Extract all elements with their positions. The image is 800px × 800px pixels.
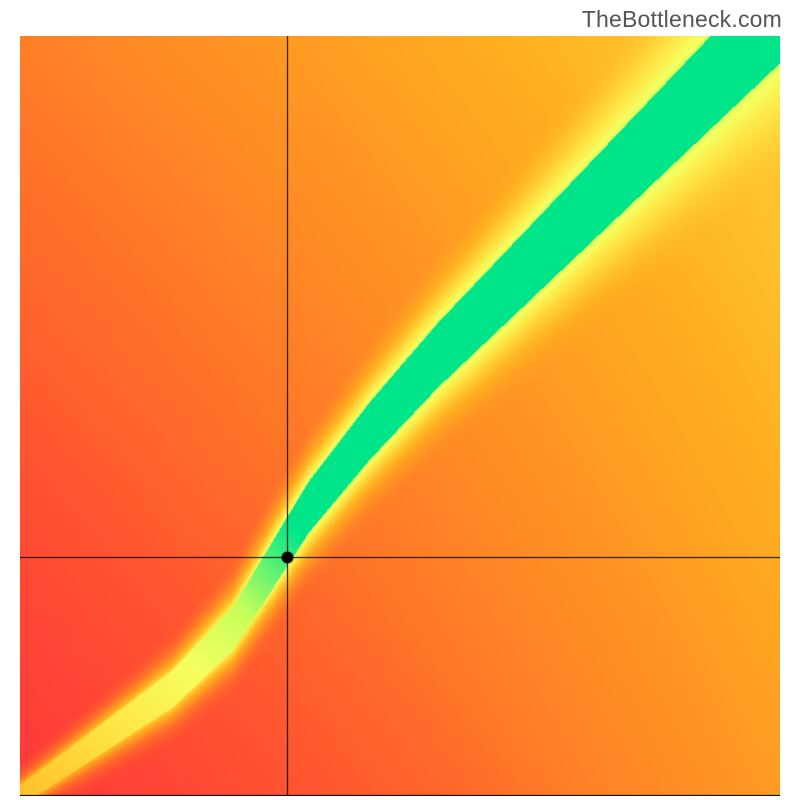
watermark-text: TheBottleneck.com xyxy=(582,6,782,33)
bottleneck-heatmap xyxy=(20,36,780,796)
chart-container: TheBottleneck.com xyxy=(0,0,800,800)
